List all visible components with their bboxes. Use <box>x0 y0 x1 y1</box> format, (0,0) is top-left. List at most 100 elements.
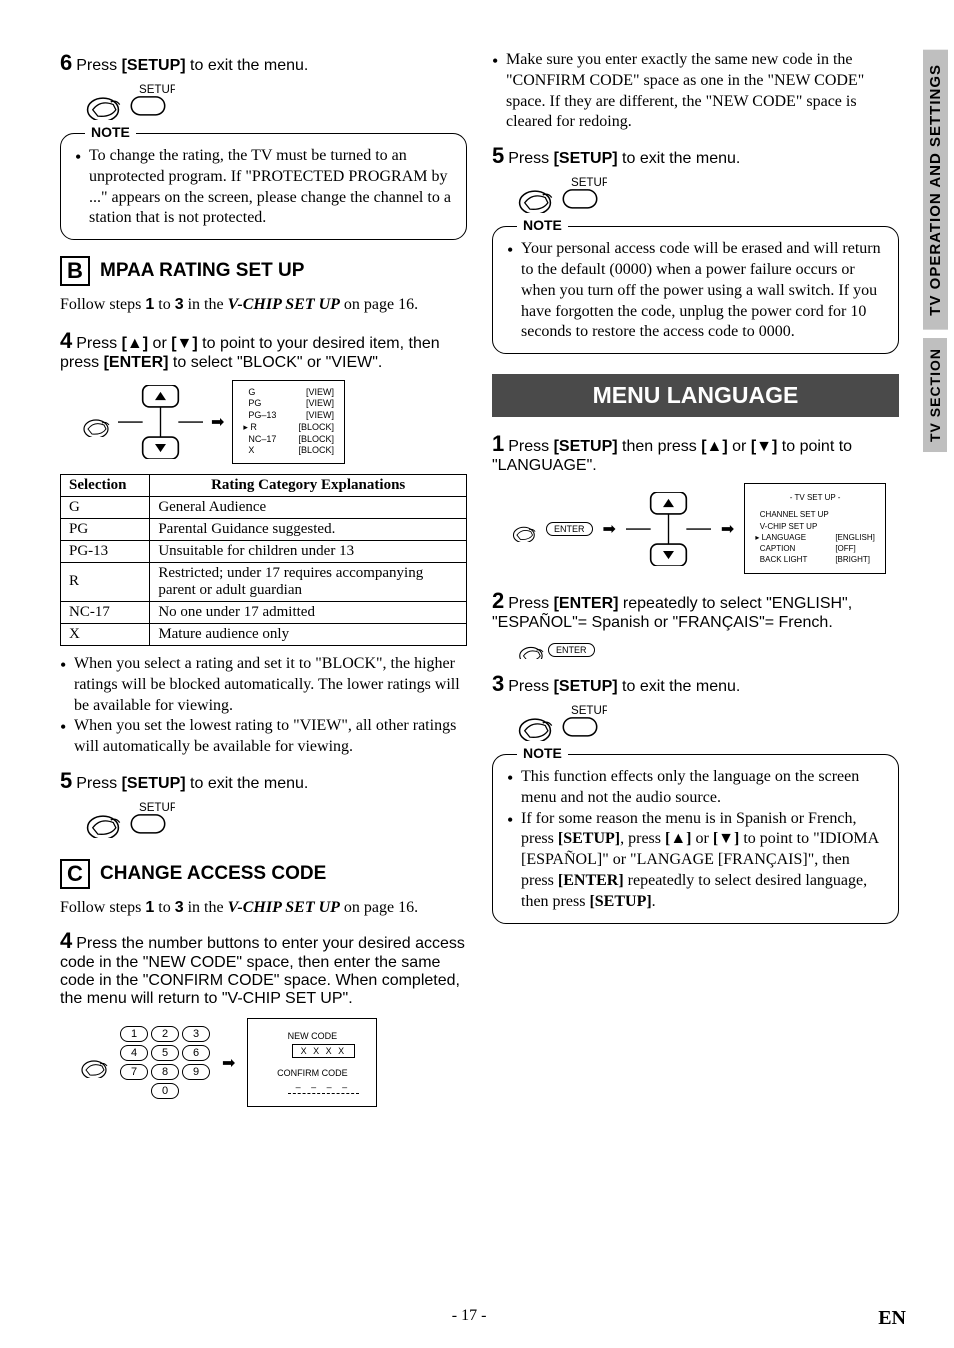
table-cell: G <box>61 496 150 518</box>
note-list: To change the rating, the TV must be tur… <box>75 146 452 229</box>
language-code: EN <box>878 1307 906 1330</box>
new-code-value: X X X X <box>292 1044 356 1058</box>
sidebar-tab-operation: TV OPERATION AND SETTINGS <box>923 50 948 330</box>
button-ref: [SETUP] <box>554 438 618 455</box>
follow-steps-text-c: Follow steps 1 to 3 in the V-CHIP SET UP… <box>60 897 467 919</box>
text: Follow steps <box>60 899 145 916</box>
tv-setup-row: V-CHIP SET UP <box>755 521 875 532</box>
note-item: If for some reason the menu is in Spanis… <box>507 809 884 913</box>
table-cell: Unsuitable for children under 13 <box>150 540 467 562</box>
text: or <box>728 438 751 455</box>
arrow-icon: ➡ <box>211 412 224 432</box>
text: in the <box>184 296 228 313</box>
follow-steps-text: Follow steps 1 to 3 in the V-CHIP SET UP… <box>60 294 467 316</box>
svg-text:SETUP: SETUP <box>571 705 607 717</box>
note-list: Your personal access code will be erased… <box>507 239 884 343</box>
button-ref: [▼] <box>171 335 198 352</box>
button-ref: [▲] <box>122 335 149 352</box>
section-title: MPAA RATING SET UP <box>100 260 304 282</box>
step-number: 3 <box>492 671 504 696</box>
note-item: To change the rating, the TV must be tur… <box>75 146 452 229</box>
step-4-b: 4 Press [▲] or [▼] to point to your desi… <box>60 328 467 372</box>
tv-setup-row: BACK LIGHT[BRIGHT] <box>755 554 875 565</box>
table-cell: R <box>61 562 150 601</box>
remote-setup-icon: SETUP <box>85 84 175 125</box>
step-number: 1 <box>492 431 504 456</box>
button-ref: [▲] <box>701 438 728 455</box>
menu-language-header: MENU LANGUAGE <box>492 374 899 417</box>
keypad-key: 5 <box>151 1045 179 1061</box>
text: Press <box>508 438 553 455</box>
section-b-header: B MPAA RATING SET UP <box>60 256 467 286</box>
arrow-icon: ➡ <box>603 519 616 539</box>
step-number: 4 <box>60 928 72 953</box>
button-ref: [ENTER] <box>554 595 619 612</box>
enter-button-icon: ENTER <box>546 522 593 536</box>
table-header: Rating Category Explanations <box>150 474 467 496</box>
text: 3 <box>175 899 184 916</box>
text: Press <box>508 595 553 612</box>
step-text: Press [SETUP] to exit the menu. <box>508 150 740 167</box>
ratings-row: NC–17[BLOCK] <box>243 434 334 446</box>
arrow-icon: ➡ <box>222 1053 235 1073</box>
sidebar-tabs: TV OPERATION AND SETTINGS TV SECTION <box>923 50 948 460</box>
button-ref: [SETUP] <box>554 150 618 167</box>
table-row: RRestricted; under 17 requires accompany… <box>61 562 467 601</box>
text: Press <box>508 150 553 167</box>
text: Press <box>76 775 121 792</box>
text: then press <box>618 438 702 455</box>
bullet-item: Make sure you enter exactly the same new… <box>492 50 899 133</box>
new-code-label: NEW CODE <box>264 1031 360 1041</box>
text: on page 16. <box>340 899 418 916</box>
svg-text:SETUP: SETUP <box>139 802 175 814</box>
sidebar-tab-section: TV SECTION <box>923 338 947 452</box>
bullet-item: When you select a rating and set it to "… <box>60 654 467 716</box>
text: V-CHIP SET UP <box>228 899 340 916</box>
table-cell: Restricted; under 17 requires accompanyi… <box>150 562 467 601</box>
setup-label: SETUP <box>139 84 175 96</box>
note-item: This function effects only the language … <box>507 767 884 809</box>
table-row: XMature audience only <box>61 623 467 645</box>
keypad-key: 9 <box>182 1064 210 1080</box>
enter-button-icon: ENTER <box>548 643 595 657</box>
button-ref: [SETUP] <box>122 57 186 74</box>
button-ref: [SETUP] <box>122 775 186 792</box>
step-number: 5 <box>492 143 504 168</box>
note-box-2: NOTE Your personal access code will be e… <box>492 226 899 354</box>
note-item: Your personal access code will be erased… <box>507 239 884 343</box>
table-cell: NC-17 <box>61 601 150 623</box>
tv-setup-row: CAPTION[OFF] <box>755 543 875 554</box>
note-list: This function effects only the language … <box>507 767 884 913</box>
table-header-row: Selection Rating Category Explanations <box>61 474 467 496</box>
step-5-b: 5 Press [SETUP] to exit the menu. <box>60 768 467 794</box>
keypad-key: 1 <box>120 1026 148 1042</box>
remote-setup-icon: SETUP <box>517 177 607 218</box>
page-footer: - 17 - EN <box>0 1307 954 1330</box>
svg-text:SETUP: SETUP <box>571 177 607 189</box>
step-number: 6 <box>60 50 72 75</box>
table-cell: Parental Guidance suggested. <box>150 518 467 540</box>
ratings-figure: ➡ G[VIEW] PG[VIEW] PG–13[VIEW]▸ R[BLOCK]… <box>80 380 467 464</box>
ratings-list-box: G[VIEW] PG[VIEW] PG–13[VIEW]▸ R[BLOCK] N… <box>232 380 345 464</box>
tv-setup-header: - TV SET UP - <box>755 492 875 503</box>
text: Follow steps <box>60 296 145 313</box>
note-title: NOTE <box>517 217 568 233</box>
step-4-c: 4 Press the number buttons to enter your… <box>60 928 467 1008</box>
page-content: 6 Press [SETUP] to exit the menu. SETUP … <box>0 0 954 1127</box>
step-text: Press [SETUP] to exit the menu. <box>76 775 308 792</box>
text: 3 <box>175 296 184 313</box>
tv-setup-row: CHANNEL SET UP <box>755 509 875 520</box>
step-6: 6 Press [SETUP] to exit the menu. <box>60 50 467 76</box>
keypad-key: 3 <box>182 1026 210 1042</box>
step-text: Press [SETUP] to exit the menu. <box>76 57 308 74</box>
step-3-lang: 3 Press [SETUP] to exit the menu. <box>492 671 899 697</box>
note-box-3: NOTE This function effects only the lang… <box>492 754 899 924</box>
step-1-lang: 1 Press [SETUP] then press [▲] or [▼] to… <box>492 431 899 475</box>
ratings-row: ▸ R[BLOCK] <box>243 422 334 434</box>
arrow-icon: ➡ <box>721 519 734 539</box>
text: Press <box>76 335 121 352</box>
keypad-key: 8 <box>151 1064 179 1080</box>
button-ref: [SETUP] <box>554 678 618 695</box>
button-ref: [▼] <box>751 438 778 455</box>
step-text: Press the number buttons to enter your d… <box>60 935 465 1007</box>
